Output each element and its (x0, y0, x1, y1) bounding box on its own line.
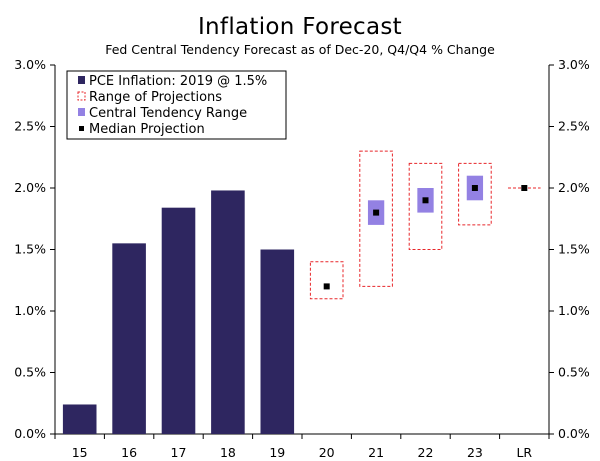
median-projection-marker (422, 197, 429, 204)
x-tick-label: 22 (418, 445, 434, 460)
x-tick-label: 18 (220, 445, 236, 460)
legend-label-central: Central Tendency Range (89, 106, 247, 121)
range-of-projections (458, 162, 492, 226)
legend-label-median: Median Projection (89, 122, 205, 137)
legend-swatch-central (78, 108, 85, 116)
range-of-projections (408, 162, 443, 250)
y-tick-label-left: 1.5% (14, 242, 46, 257)
y-tick-label-left: 0.5% (14, 365, 46, 380)
range-of-projections (309, 261, 344, 300)
y-tick-label-left: 2.5% (14, 119, 46, 134)
y-tick-label-left: 3.0% (14, 57, 46, 72)
legend-swatch-range (77, 91, 86, 101)
bar-pce-inflation (211, 190, 245, 434)
y-tick-label-right: 0.5% (558, 365, 590, 380)
chart-marks (62, 150, 541, 434)
x-tick-label: 20 (319, 445, 335, 460)
x-tick-label: LR (516, 445, 532, 460)
median-projection-marker (471, 185, 478, 191)
y-tick-label-left: 1.0% (14, 303, 46, 318)
y-tick-label-right: 0.0% (558, 426, 590, 441)
x-tick-label: 16 (121, 445, 137, 460)
x-tick-label: 19 (269, 445, 285, 460)
y-tick-label-left: 2.0% (14, 180, 46, 195)
range-of-projections (359, 150, 393, 287)
median-projection-marker (521, 185, 528, 191)
chart-subtitle: Fed Central Tendency Forecast as of Dec-… (105, 42, 495, 57)
bar-pce-inflation (62, 404, 97, 434)
y-tick-label-right: 1.0% (558, 303, 590, 318)
y-tick-label-left: 0.0% (14, 426, 46, 441)
y-tick-label-right: 2.0% (558, 180, 590, 195)
legend-swatch-median (79, 126, 84, 131)
legend-label-range: Range of Projections (89, 90, 222, 105)
legend: PCE Inflation: 2019 @ 1.5% Range of Proj… (66, 70, 287, 140)
legend-swatch-pce (78, 76, 85, 84)
bar-pce-inflation (112, 243, 146, 434)
y-tick-label-right: 2.5% (558, 119, 590, 134)
x-tick-label: 23 (467, 445, 483, 460)
y-tick-label-right: 3.0% (558, 57, 590, 72)
legend-label-pce: PCE Inflation: 2019 @ 1.5% (89, 74, 267, 89)
x-tick-label: 15 (72, 445, 88, 460)
axes: 0.0% 0.0% 0.5% 0.5% 1.0% 1.0% 1.5% 1.5% 2.0% 2.0%… (14, 57, 590, 460)
median-projection-marker (323, 283, 330, 290)
legend-box (66, 70, 287, 140)
x-tick-label: 21 (368, 445, 384, 460)
bar-pce-inflation (161, 207, 196, 434)
x-tick-label: 17 (171, 445, 187, 460)
median-projection-marker (373, 209, 380, 216)
bar-pce-inflation (260, 249, 295, 434)
chart-title: Inflation Forecast (197, 14, 403, 40)
y-tick-label-right: 1.5% (558, 242, 590, 257)
